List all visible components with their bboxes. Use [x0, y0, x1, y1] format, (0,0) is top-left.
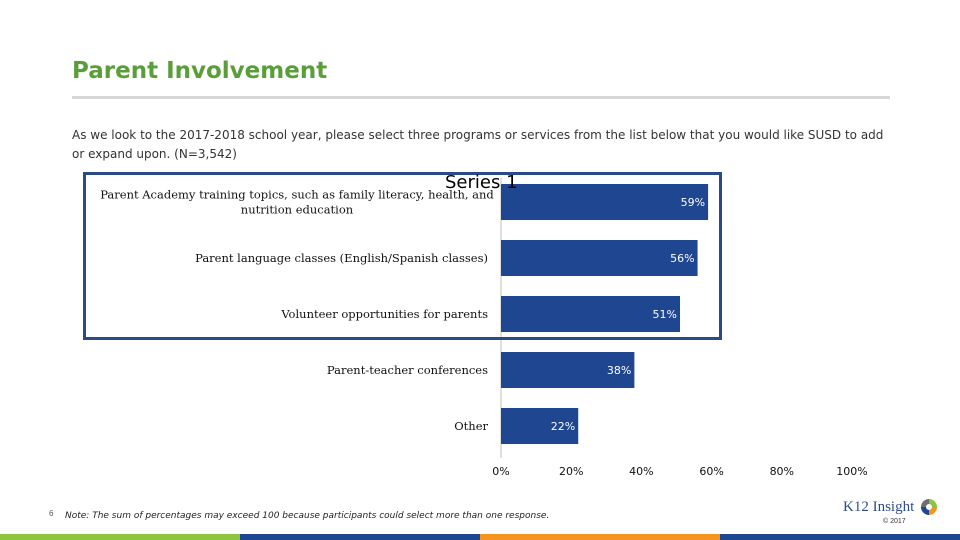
title-divider — [72, 96, 890, 99]
x-tick-label-2: 40% — [629, 465, 653, 478]
footer-stripes — [0, 534, 960, 540]
bar-value-label-2: 51% — [653, 308, 677, 321]
bar-3 — [501, 352, 635, 388]
top-three-highlight-box — [83, 172, 722, 340]
x-tick-label-1: 20% — [559, 465, 583, 478]
stripe-blue — [240, 534, 480, 540]
category-label-0-line-0: Parent Academy training topics, such as … — [100, 188, 494, 202]
x-tick-label-0: 0% — [492, 465, 509, 478]
slide-title: Parent Involvement — [72, 58, 328, 84]
category-label-2: Volunteer opportunities for parents — [280, 307, 488, 321]
logo-circle-icon — [921, 499, 937, 515]
page-number: 6 — [49, 509, 54, 518]
survey-question: As we look to the 2017-2018 school year,… — [72, 128, 884, 161]
category-label-3: Parent-teacher conferences — [327, 363, 488, 377]
x-tick-label-4: 80% — [770, 465, 794, 478]
logo-text: K12 Insight — [843, 499, 915, 515]
bar-4 — [501, 408, 579, 444]
bar-0 — [501, 184, 709, 220]
category-label-1: Parent language classes (English/Spanish… — [195, 251, 488, 265]
bar-value-label-3: 38% — [607, 364, 631, 377]
k12-insight-logo: K12 Insight © 2017 — [843, 497, 938, 527]
x-tick-label-5: 100% — [836, 465, 867, 478]
series-title: Series 1 — [445, 172, 518, 193]
bar-value-label-4: 22% — [551, 420, 575, 433]
category-label-4: Other — [454, 419, 488, 433]
category-label-0-line-1: nutrition education — [241, 203, 354, 217]
bar-2 — [501, 296, 681, 332]
stripe-green — [0, 534, 240, 540]
footnote: Note: The sum of percentages may exceed … — [65, 511, 550, 521]
bar-value-label-1: 56% — [670, 252, 694, 265]
bar-1 — [501, 240, 698, 276]
stripe-blue-2 — [720, 534, 960, 540]
stripe-orange — [480, 534, 720, 540]
x-tick-label-3: 60% — [699, 465, 723, 478]
copyright: © 2017 — [883, 518, 906, 525]
bar-value-label-0: 59% — [681, 196, 705, 209]
